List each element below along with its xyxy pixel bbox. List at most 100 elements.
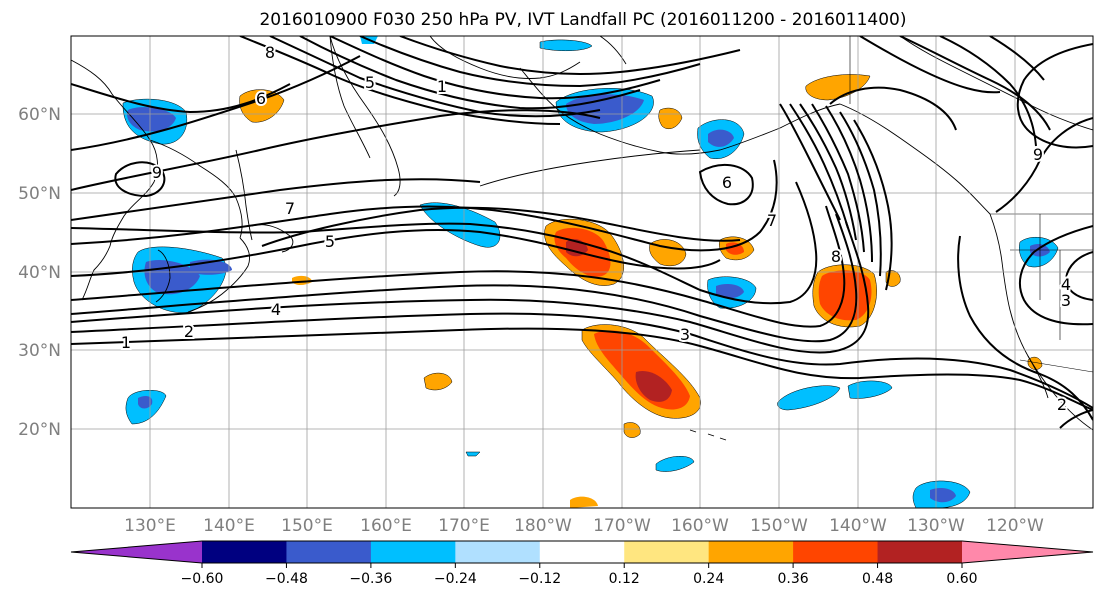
pv-contour-14 bbox=[71, 83, 291, 114]
colorbar-extend-high bbox=[962, 541, 1093, 563]
pv-contour-39 bbox=[989, 36, 1045, 81]
anomaly-negative bbox=[465, 451, 481, 457]
colorbar: −0.60 −0.48 −0.36 −0.24 −0.12 0.12 0.24 0.36 0.4… bbox=[70, 540, 1094, 587]
contour-label: 1 bbox=[437, 77, 447, 96]
pv-contour-29 bbox=[829, 86, 957, 131]
latitude-label: 50°N bbox=[18, 184, 61, 204]
coastline-korea bbox=[155, 249, 171, 303]
pv-contour-12 bbox=[114, 161, 166, 198]
pv-contour-28 bbox=[853, 119, 893, 291]
colorbar-tick-label: 0.24 bbox=[693, 571, 724, 587]
contour-label: 7 bbox=[285, 199, 295, 218]
coastline-canada bbox=[899, 36, 1093, 131]
colorbar-extend-low bbox=[71, 541, 202, 563]
pv-contour-30 bbox=[859, 36, 1001, 94]
longitude-axis: 130°E 140°E 150°E 160°E 170°E 180°W 170°… bbox=[124, 516, 1044, 536]
coastline-aleutians bbox=[479, 149, 701, 187]
longitude-label: 140°W bbox=[829, 516, 887, 536]
anomaly-positive bbox=[623, 422, 641, 438]
contour-label: 8 bbox=[265, 43, 275, 62]
contour-label: 5 bbox=[365, 73, 375, 92]
coastline-hawaii-2 bbox=[707, 433, 715, 437]
longitude-label: 120°W bbox=[986, 516, 1044, 536]
pv-contour-18 bbox=[329, 36, 661, 100]
colorbar-tick-label: −0.48 bbox=[265, 571, 308, 587]
longitude-label: 160°W bbox=[671, 516, 729, 536]
pv-contour-37 bbox=[1064, 251, 1093, 301]
pv-contour-23 bbox=[789, 103, 849, 229]
coastline-kamchatka-west bbox=[329, 36, 371, 159]
colorbar-tick-label: 0.36 bbox=[778, 571, 809, 587]
anomaly-positive bbox=[1027, 356, 1043, 370]
colorbar-tick-label: 0.48 bbox=[862, 571, 893, 587]
colorbar-segment bbox=[877, 541, 963, 563]
graticule bbox=[71, 36, 1093, 508]
anomaly-positive bbox=[423, 372, 453, 391]
colorbar-segment bbox=[202, 541, 287, 563]
contour-label: 6 bbox=[722, 173, 732, 192]
colorbar-segment bbox=[286, 541, 372, 563]
plot-area: 1 2 3 4 5 6 7 8 9 1 2 3 4 5 6 7 8 bbox=[70, 35, 1094, 509]
map-title: 2016010900 F030 250 hPa PV, IVT Landfall… bbox=[259, 10, 906, 30]
pv-contour-9 bbox=[261, 206, 741, 247]
anomaly-negative bbox=[566, 94, 644, 124]
pv-contour-22 bbox=[779, 103, 841, 221]
contour-label: 3 bbox=[680, 325, 690, 344]
border-us-mexico bbox=[1019, 359, 1093, 373]
pv-contour-25 bbox=[811, 103, 865, 253]
pv-contour-7 bbox=[71, 159, 778, 252]
colorbar-tick-label: −0.12 bbox=[518, 571, 561, 587]
pv-contour-38 bbox=[1059, 409, 1093, 429]
anomaly-negative bbox=[655, 456, 695, 472]
latitude-label: 40°N bbox=[18, 263, 61, 283]
coastline-north bbox=[599, 36, 627, 65]
colorbar-segment bbox=[539, 541, 625, 563]
anomaly-positive bbox=[570, 496, 598, 508]
map-layers: 1 2 3 4 5 6 7 8 9 1 2 3 4 5 6 7 8 bbox=[71, 36, 1093, 508]
colorbar-tick-label: −0.24 bbox=[434, 571, 477, 587]
pv-contour-26 bbox=[825, 105, 873, 263]
political-borders bbox=[849, 36, 1093, 373]
coastline-hawaii-1 bbox=[689, 429, 697, 433]
pv-contour-8 bbox=[71, 228, 721, 277]
colorbar-tick-label: −0.36 bbox=[349, 571, 392, 587]
contour-label: 6 bbox=[256, 89, 266, 108]
colorbar-segment bbox=[624, 541, 710, 563]
colorbar-segment bbox=[455, 541, 541, 563]
anomaly-negative bbox=[930, 488, 956, 503]
contour-label: 1 bbox=[121, 333, 131, 352]
latitude-label: 20°N bbox=[18, 420, 61, 440]
pv-contour-15 bbox=[239, 36, 561, 125]
contour-label: 9 bbox=[152, 163, 162, 182]
pv-contour-19 bbox=[359, 36, 701, 88]
colorbar-tick-label: 0.60 bbox=[946, 571, 977, 587]
pv-contour-5 bbox=[71, 205, 846, 328]
contour-label: 3 bbox=[1061, 291, 1071, 310]
coastline-baja bbox=[1027, 355, 1049, 399]
coastline-west-coast bbox=[989, 213, 1093, 431]
plot-frame bbox=[70, 35, 1094, 509]
colorbar-tick-label: −0.60 bbox=[181, 571, 224, 587]
pv-contour-32 bbox=[939, 36, 1037, 147]
anomaly-negative bbox=[777, 385, 841, 411]
contour-label: 2 bbox=[184, 322, 194, 341]
pv-contour-2 bbox=[71, 312, 1093, 409]
pv-contour-20 bbox=[399, 36, 741, 75]
pv-contour-17 bbox=[299, 36, 641, 110]
pv-contour-36 bbox=[1018, 225, 1093, 326]
shaded-anomalies bbox=[122, 36, 1059, 508]
contour-label: 2 bbox=[1057, 395, 1067, 414]
contour-labels: 1 2 3 4 5 6 7 8 9 1 2 3 4 5 6 7 8 bbox=[119, 41, 1073, 416]
colorbar-segment bbox=[708, 541, 794, 563]
anomaly-positive bbox=[635, 370, 672, 402]
pv-contour-3 bbox=[71, 221, 870, 354]
pv-contour-34 bbox=[995, 117, 1093, 213]
anomaly-positive bbox=[658, 107, 683, 129]
coastline-alaska-panhandle bbox=[839, 103, 991, 215]
coastline-asia-east bbox=[149, 139, 243, 239]
pv-contour-4 bbox=[71, 213, 858, 343]
anomaly-negative bbox=[138, 396, 153, 409]
pv-contour-21 bbox=[698, 163, 754, 206]
anomaly-negative bbox=[708, 129, 734, 147]
